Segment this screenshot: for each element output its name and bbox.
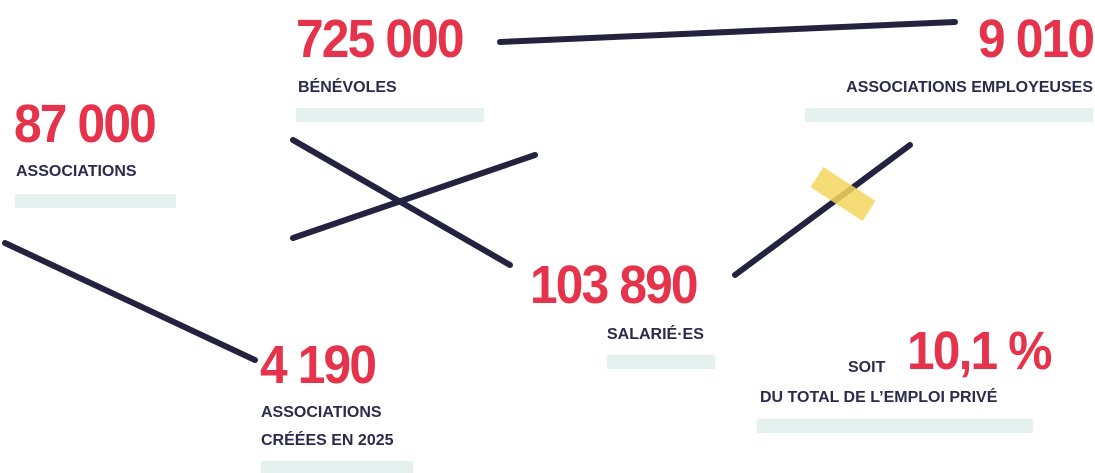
infographic: 725 000 BÉNÉVOLES 9 010 ASSOCIATIONS EMP… xyxy=(0,0,1095,473)
stat-label: ASSOCIATIONS xyxy=(261,404,382,422)
stat-label: SALARIÉ·ES xyxy=(607,326,704,344)
underline-bar xyxy=(15,194,176,208)
stat-number: 9 010 xyxy=(978,12,1093,66)
underline-bar xyxy=(607,355,715,369)
underline-bar xyxy=(296,108,484,122)
stat-number: 725 000 xyxy=(296,12,463,66)
stat-number: 10,1 % xyxy=(907,324,1051,378)
underline-bar xyxy=(261,461,413,473)
stat-label: CRÉÉES EN 2025 xyxy=(261,432,394,450)
brush-line xyxy=(735,145,910,275)
stat-prefix: SOIT xyxy=(848,359,885,377)
brush-line xyxy=(500,22,955,42)
underline-bar xyxy=(805,108,1093,122)
brush-line xyxy=(5,243,255,360)
underline-bar xyxy=(757,419,1033,433)
stat-label: DU TOTAL DE L’EMPLOI PRIVÉ xyxy=(760,389,997,407)
stat-label: ASSOCIATIONS EMPLOYEUSES xyxy=(846,79,1093,97)
stat-number: 87 000 xyxy=(14,97,155,151)
stat-number: 4 190 xyxy=(260,338,375,392)
stat-label: ASSOCIATIONS xyxy=(16,163,137,181)
stat-number: 103 890 xyxy=(530,258,697,312)
brush-line xyxy=(293,155,535,238)
stat-label: BÉNÉVOLES xyxy=(298,79,397,97)
